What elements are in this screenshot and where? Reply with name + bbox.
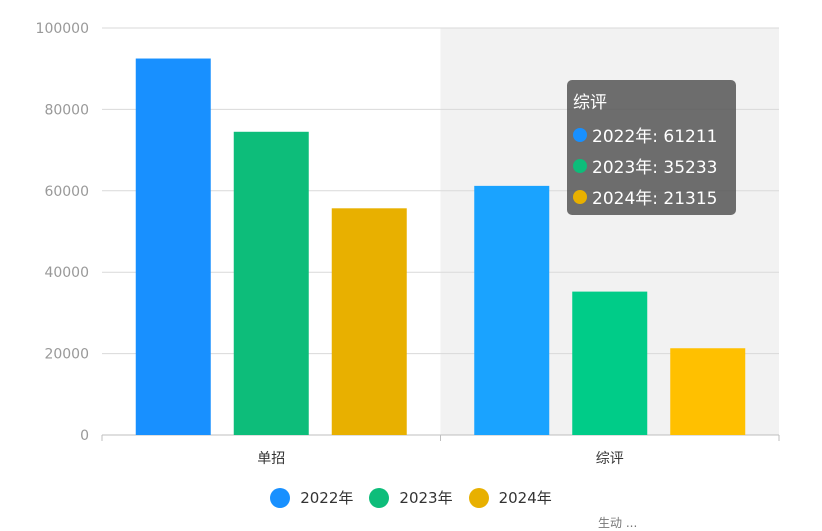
tooltip: 综评 2022年: 61211 2023年: 35233 2024年: 2131… [567, 80, 736, 215]
bar [474, 185, 550, 435]
legend-label: 2022年 [300, 489, 354, 507]
tooltip-dot [573, 127, 587, 142]
tooltip-row-label: 2024年: 21315 [592, 189, 718, 209]
legend-item[interactable]: 2024年 [468, 487, 552, 508]
tooltip-dot [573, 158, 587, 173]
tooltip-row-label: 2023年: 35233 [592, 158, 718, 178]
legend-label: 2023年 [399, 489, 453, 507]
tooltip-row: 2023年: 35233 [573, 150, 730, 181]
y-tick-label: 60000 [44, 184, 89, 200]
bar [572, 291, 648, 435]
tooltip-dot [573, 189, 587, 204]
legend-item[interactable]: 2023年 [369, 487, 453, 508]
bar [135, 58, 211, 436]
y-tick-label: 0 [80, 428, 89, 444]
bar [670, 348, 746, 435]
tooltip-title: 综评 [573, 93, 607, 113]
legend-dot [369, 487, 390, 508]
y-tick-label: 40000 [44, 265, 89, 281]
tooltip-row-label: 2022年: 61211 [592, 127, 718, 147]
tooltip-row: 2022年: 61211 [573, 119, 730, 150]
y-tick-label: 100000 [36, 21, 89, 37]
legend-item[interactable]: 2022年 [270, 487, 353, 508]
legend-label: 2024年 [498, 489, 552, 507]
legend-dot [270, 487, 291, 508]
x-tick-label: 综评 [596, 451, 624, 467]
bar-chart: 0 20000 40000 60000 80000 100000 单招 综评 [36, 21, 780, 467]
footnote: 生动 ... [598, 516, 638, 530]
legend: 2022年 2023年 2024年 [0, 487, 822, 508]
y-tick-label: 80000 [44, 102, 89, 118]
x-tick-label: 单招 [257, 451, 285, 467]
tooltip-row: 2024年: 21315 [573, 181, 730, 212]
bar [233, 131, 309, 435]
y-tick-label: 20000 [44, 347, 89, 363]
legend-dot [468, 487, 489, 508]
bar [331, 208, 407, 435]
